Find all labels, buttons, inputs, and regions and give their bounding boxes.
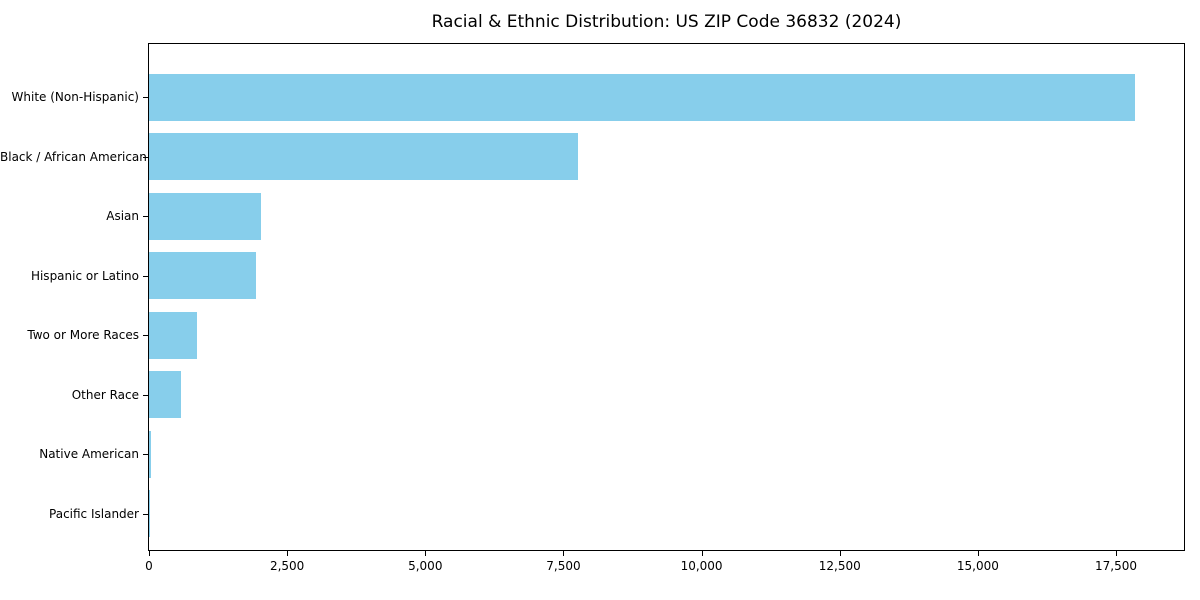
x-tick: [149, 551, 150, 556]
bar: [149, 430, 152, 478]
x-tick-label: 10,000: [680, 559, 723, 573]
y-tick: [143, 513, 148, 515]
y-tick: [143, 216, 148, 217]
x-tick: [840, 551, 841, 556]
x-tick: [702, 551, 703, 556]
y-tick-label: White (Non-Hispanic): [11, 90, 139, 104]
x-tick: [425, 551, 426, 556]
y-tick: [143, 335, 148, 336]
x-tick-label: 0: [145, 559, 153, 573]
y-tick: [143, 156, 148, 158]
x-tick-label: 5,000: [408, 559, 443, 573]
bar: [149, 490, 150, 537]
y-tick-label: Native American: [39, 447, 139, 461]
bar: [149, 311, 198, 359]
chart-title: Racial & Ethnic Distribution: US ZIP Cod…: [431, 12, 902, 32]
bar: [149, 133, 579, 180]
bar: [149, 73, 1136, 121]
y-tick: [143, 454, 148, 455]
y-tick-label: Black / African American: [0, 149, 147, 164]
x-tick: [287, 551, 288, 556]
x-tick: [563, 551, 564, 556]
plot-area: [148, 43, 1185, 551]
bar: [149, 371, 182, 418]
y-tick: [143, 97, 148, 98]
y-tick-label: Asian: [106, 209, 139, 223]
x-tick-label: 17,500: [1095, 559, 1138, 573]
x-tick-label: 12,500: [818, 559, 861, 573]
y-tick-label: Pacific Islander: [49, 506, 139, 521]
bar: [149, 252, 256, 299]
y-tick: [143, 394, 148, 396]
y-tick-label: Other Race: [71, 387, 139, 402]
y-tick-label: Two or More Races: [27, 328, 139, 342]
x-tick-label: 15,000: [956, 559, 999, 573]
x-tick: [1116, 551, 1117, 556]
x-tick-label: 7,500: [546, 559, 581, 573]
bar: [149, 192, 261, 240]
x-tick-label: 2,500: [269, 559, 305, 573]
y-tick: [143, 275, 148, 277]
x-tick: [978, 551, 979, 556]
y-tick-label: Hispanic or Latino: [30, 268, 139, 283]
